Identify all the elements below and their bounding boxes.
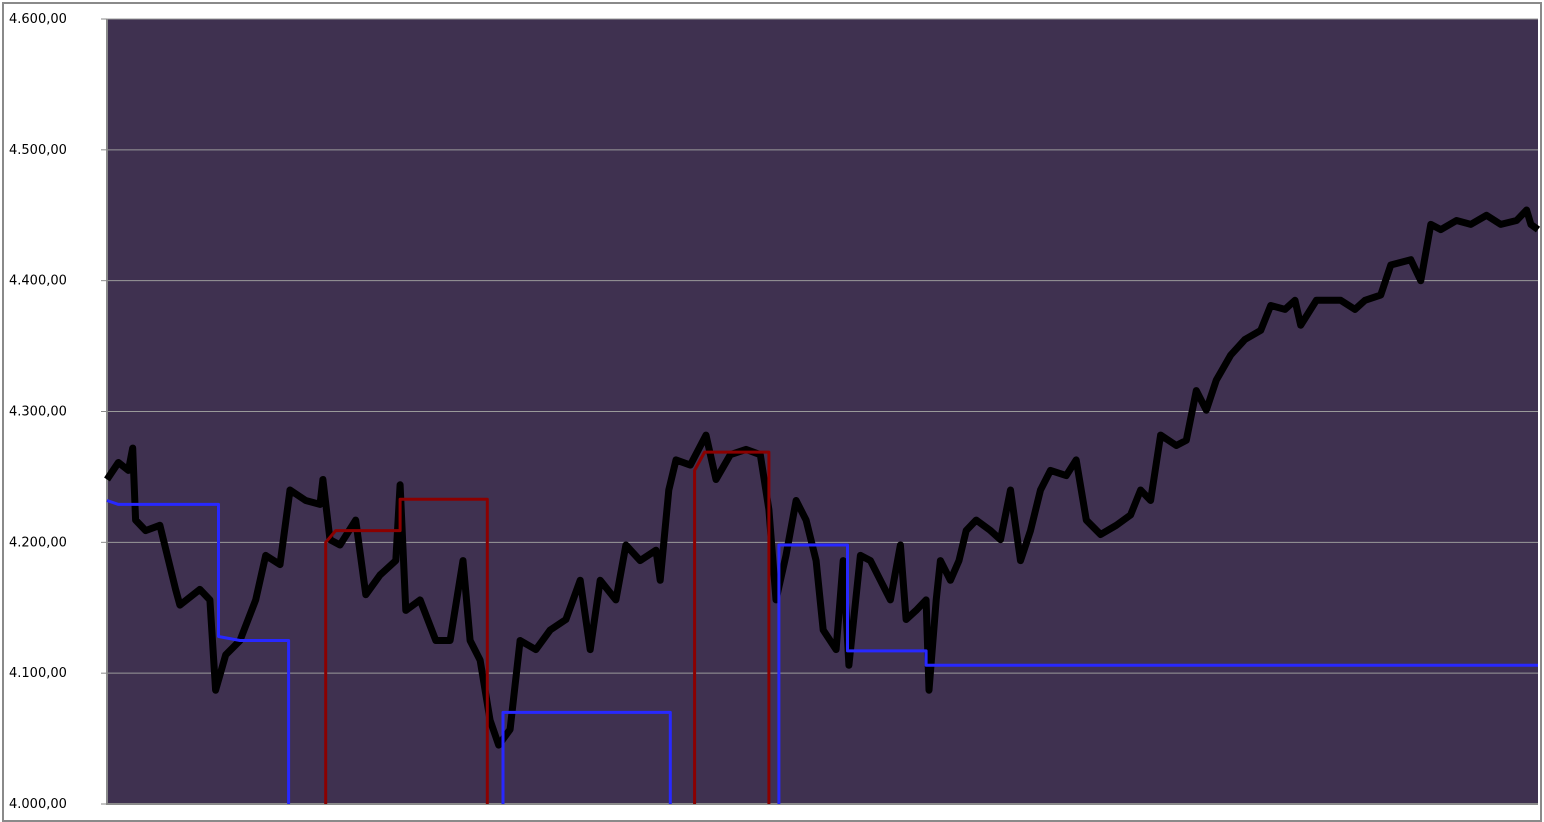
y-tick-label: 4.400,00 — [9, 274, 67, 289]
y-tick-label: 4.100,00 — [9, 666, 67, 681]
level-step-line-5 — [693, 450, 771, 804]
level-step-line-4 — [324, 497, 489, 804]
y-tick-label: 4.500,00 — [9, 143, 67, 158]
level-step-line-1 — [106, 499, 291, 804]
level-step-line-2 — [501, 710, 672, 804]
y-tick-label: 4.600,00 — [9, 12, 67, 27]
y-tick-label: 4.300,00 — [9, 405, 67, 420]
y-tick-label: 4.200,00 — [9, 535, 67, 550]
price-series-line — [104, 206, 1541, 749]
level-step-line-3 — [777, 543, 1538, 804]
y-tick-label: 4.000,00 — [9, 797, 67, 812]
